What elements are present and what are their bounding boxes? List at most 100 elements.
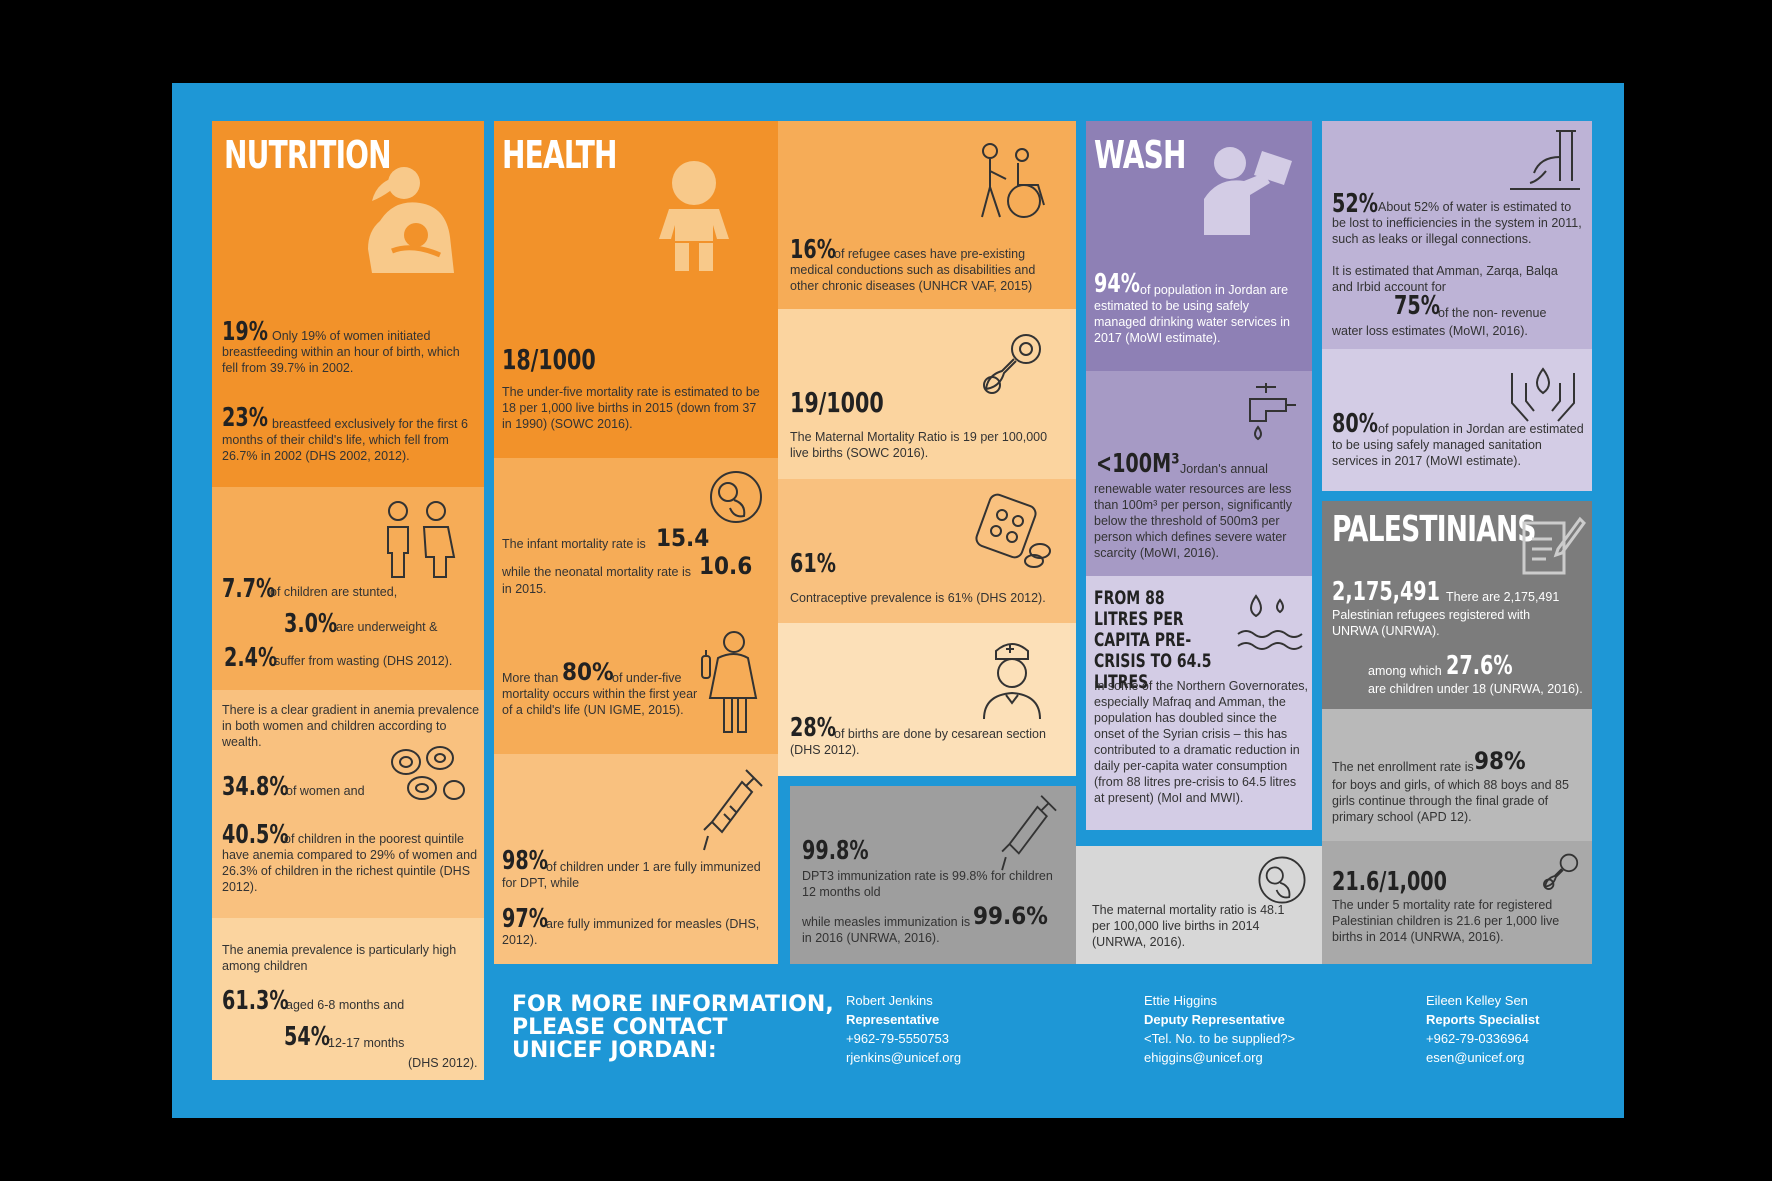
- neonatal-big: 10.6: [699, 552, 753, 580]
- contact-email[interactable]: esen@unicef.org: [1426, 1050, 1525, 1065]
- water-drops-icon: [1237, 594, 1303, 650]
- children-big: 27.6%: [1446, 651, 1513, 681]
- maternal-panel: 19/1000 The Maternal Mortality Ratio is …: [778, 309, 1076, 479]
- health-panel-immunization: 98% of children under 1 are fully immuni…: [494, 754, 778, 964]
- pacifier-icon-2: [1543, 853, 1579, 890]
- refugees-text-1: There are 2,175,491: [1446, 590, 1560, 604]
- anemia-women-big: 34.8%: [222, 772, 289, 802]
- under5-big: 21.6/1,000: [1332, 867, 1448, 897]
- baby-icon: [659, 161, 729, 271]
- anemia-6-8-big: 61.3%: [222, 986, 289, 1016]
- anemia-12-17-text: 12-17 months: [328, 1036, 405, 1050]
- cesarean-big: 28%: [790, 713, 836, 743]
- nutrition-panel-top: NUTRITION 19% Only 19% of women initiate…: [212, 121, 484, 487]
- refugees-big: 2,175,491: [1332, 577, 1440, 607]
- dpt3-panel: 99.8% DPT3 immunization rate is 99.8% fo…: [790, 786, 1076, 964]
- water-loss-text: About 52% of water is estimated to be lo…: [1332, 200, 1582, 246]
- wasting-big: 2.4%: [224, 643, 278, 673]
- wash-panel-top: WASH 94% of population in Jordan are est…: [1086, 121, 1312, 371]
- contact-name: Robert Jenkins: [846, 993, 933, 1008]
- document-pen-icon: [1522, 516, 1586, 575]
- contact-person-1: Robert Jenkins Representative +962-79-55…: [846, 991, 961, 1067]
- blood-cells-icon: [391, 746, 465, 800]
- contraceptive-panel: 61% Contraceptive prevalence is 61% (DHS…: [778, 479, 1076, 623]
- maternal-2014-text: The maternal mortality ratio is 48.1 per…: [1092, 903, 1285, 949]
- hands-drop-icon: [1511, 367, 1575, 422]
- dpt3-big: 99.8%: [802, 836, 869, 866]
- contraceptive-big: 61%: [790, 549, 836, 579]
- anemia-children-intro: The anemia prevalence is particularly hi…: [222, 943, 457, 973]
- disability-icon: [981, 143, 1045, 218]
- stunted-text: of children are stunted,: [270, 585, 398, 599]
- contact-email[interactable]: rjenkins@unicef.org: [846, 1050, 962, 1065]
- under-five-text: The under-five mortality rate is estimat…: [502, 385, 760, 431]
- drinking-icon: [1204, 147, 1292, 235]
- under5-palestinian-panel: 21.6/1,000 The under 5 mortality rate fo…: [1322, 841, 1592, 964]
- contraceptive-text: Contraceptive prevalence is 61% (DHS 201…: [790, 591, 1046, 605]
- syringe-icon-2: [1001, 795, 1057, 871]
- sanitation-panel: 80% of population in Jordan are estimate…: [1322, 349, 1592, 491]
- measles-text-2: in 2016 (UNRWA, 2016).: [802, 931, 940, 945]
- nutrition-panel-anemia-children: The anemia prevalence is particularly hi…: [212, 918, 484, 1080]
- contact-phone[interactable]: +962-79-0336964: [1426, 1031, 1530, 1046]
- contact-person-2: Ettie Higgins Deputy Representative <Tel…: [1144, 991, 1295, 1067]
- renewable-big: <100M³: [1096, 449, 1180, 479]
- anemia-intro: There is a clear gradient in anemia prev…: [222, 703, 480, 749]
- refugees-text-2: Palestinian refugees registered with UNR…: [1332, 608, 1531, 638]
- contact-heading-line-3: UNICEF JORDAN:: [512, 1038, 717, 1063]
- children-text-1: among which: [1368, 664, 1442, 678]
- contact-phone[interactable]: +962-79-5550753: [846, 1031, 950, 1046]
- refugee-big: 16%: [790, 235, 836, 265]
- health-panel-top: HEALTH 18/1000 The under-five mortality …: [494, 121, 778, 458]
- contact-heading-line-1: FOR MORE INFORMATION,: [512, 992, 834, 1017]
- wasting-text: suffer from wasting (DHS 2012).: [274, 654, 453, 668]
- cesarean-text: of births are done by cesarean section (…: [790, 727, 1046, 757]
- anemia-children-big: 40.5%: [222, 820, 289, 850]
- wash-title: WASH: [1094, 133, 1186, 177]
- underweight-big: 3.0%: [284, 609, 338, 639]
- pills-icon: [975, 493, 1051, 568]
- drinking-water-big: 94%: [1094, 269, 1140, 299]
- litres-big: FROM 88 LITRES PER CAPITA PRE-CRISIS TO …: [1094, 587, 1212, 693]
- litres-text: In some of the Northern Governorates, es…: [1094, 679, 1308, 805]
- contact-person-3: Eileen Kelley Sen Reports Specialist +96…: [1426, 991, 1539, 1067]
- dpt3-text: DPT3 immunization rate is 99.8% for chil…: [802, 869, 1053, 899]
- refugee-panel: 16% of refugee cases have pre-existing m…: [778, 121, 1076, 309]
- sanitation-big: 80%: [1332, 409, 1378, 439]
- nurse-icon: [983, 643, 1041, 720]
- contact-name: Ettie Higgins: [1144, 993, 1217, 1008]
- underweight-text: are underweight &: [336, 620, 438, 634]
- children-text-2: are children under 18 (UNRWA, 2016).: [1368, 682, 1583, 696]
- breastfeeding-mother-icon: [368, 167, 454, 273]
- mortality-text-2: of under-five mortality occurs within th…: [502, 671, 698, 717]
- mortality-big: 80%: [562, 658, 614, 686]
- under-five-big: 18/1000: [502, 343, 596, 376]
- contact-role: Reports Specialist: [1426, 1012, 1540, 1027]
- infant-text-1: The infant mortality rate is: [502, 537, 646, 551]
- contact-email[interactable]: ehiggins@unicef.org: [1144, 1050, 1263, 1065]
- anemia-women-text: of women and: [286, 784, 365, 798]
- health-title: HEALTH: [502, 133, 618, 177]
- maternal-ratio-text: The Maternal Mortality Ratio is 19 per 1…: [790, 430, 1048, 460]
- mother-baby-bottle-icon: [701, 631, 758, 733]
- enrollment-text-1: The net enrollment rate is: [1332, 760, 1474, 774]
- anemia-source: (DHS 2012).: [408, 1056, 478, 1070]
- measles-97-text: are fully immunized for measles (DHS, 20…: [502, 917, 760, 947]
- contact-name: Eileen Kelley Sen: [1426, 993, 1528, 1008]
- cesarean-panel: 28% of births are done by cesarean secti…: [778, 623, 1076, 776]
- dpt-98-big: 98%: [502, 846, 548, 876]
- contact-bar: FOR MORE INFORMATION, PLEASE CONTACT UNI…: [496, 983, 1592, 1081]
- enrollment-text-2: for boys and girls, of which 88 boys and…: [1332, 778, 1569, 824]
- contact-phone[interactable]: <Tel. No. to be supplied?>: [1144, 1031, 1296, 1046]
- anemia-6-8-text: aged 6-8 months and: [286, 998, 405, 1012]
- water-loss-text-3: of the non- revenue: [1438, 306, 1547, 320]
- children-icon: [387, 501, 456, 578]
- measles-big: 99.6%: [973, 902, 1048, 930]
- nutrition-19-big: 19%: [222, 317, 268, 347]
- nutrition-title: NUTRITION: [224, 133, 392, 177]
- renewable-water-panel: <100M³ Jordan's annual renewable water r…: [1086, 371, 1312, 576]
- syringe-icon: [703, 769, 763, 851]
- nutrition-panel-stunting: 7.7% of children are stunted, 3.0% are u…: [212, 487, 484, 690]
- water-loss-text-4: water loss estimates (MoWI, 2016).: [1332, 324, 1528, 338]
- under5-text: The under 5 mortality rate for registere…: [1332, 898, 1560, 944]
